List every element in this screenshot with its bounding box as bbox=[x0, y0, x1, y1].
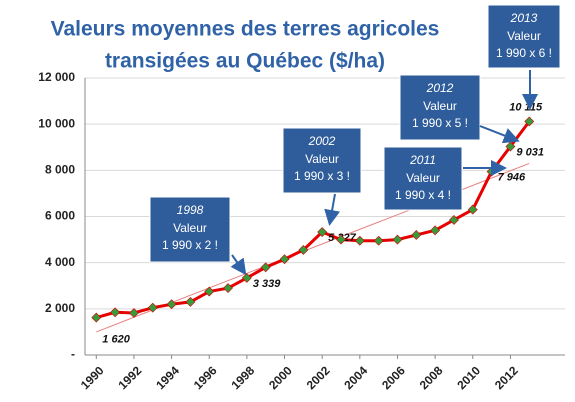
chart-title: transigées au Québec ($/ha) bbox=[105, 50, 385, 73]
y-tick-label: 10 000 bbox=[38, 116, 75, 130]
x-tick-label: 2000 bbox=[266, 363, 295, 392]
annotation-text: Valeur bbox=[507, 29, 541, 43]
marker bbox=[185, 296, 196, 307]
marker bbox=[449, 215, 459, 225]
marker bbox=[373, 235, 384, 246]
x-tick-label: 2004 bbox=[341, 363, 370, 392]
marker bbox=[204, 286, 215, 297]
marker bbox=[354, 235, 365, 246]
y-tick-label: 2 000 bbox=[45, 301, 75, 315]
marker bbox=[467, 204, 478, 215]
marker bbox=[129, 308, 139, 318]
annotation-box bbox=[487, 4, 561, 69]
x-tick-label: 2012 bbox=[492, 363, 521, 392]
y-tick-label: - bbox=[71, 347, 75, 361]
annotation-year: 2002 bbox=[308, 134, 336, 148]
annotation-year: 2013 bbox=[510, 11, 538, 25]
data-label: 3 339 bbox=[253, 278, 281, 290]
marker bbox=[411, 230, 422, 240]
data-label: 7 946 bbox=[498, 171, 526, 183]
annotation-text: 1 990 x 3 ! bbox=[294, 169, 350, 183]
marker bbox=[147, 302, 158, 313]
marker bbox=[317, 227, 328, 237]
annotation-text: 1 990 x 6 ! bbox=[496, 46, 552, 60]
annotation-arrow bbox=[479, 125, 520, 144]
marker bbox=[298, 245, 309, 255]
y-tick-label: 4 000 bbox=[45, 255, 75, 269]
annotation-arrow bbox=[324, 193, 340, 226]
data-label: 9 031 bbox=[516, 146, 544, 158]
x-tick-label: 1998 bbox=[228, 363, 257, 392]
annotation-year: 1998 bbox=[177, 203, 204, 217]
annotation-box bbox=[149, 196, 231, 263]
y-tick-label: 8 000 bbox=[45, 163, 75, 177]
annotation-year: 2011 bbox=[409, 153, 436, 167]
marker bbox=[166, 299, 177, 310]
data-label: 1 620 bbox=[102, 334, 130, 346]
chart-title: Valeurs moyennes des terres agricoles bbox=[51, 18, 440, 41]
annotation-text: Valeur bbox=[423, 99, 457, 113]
x-tick-label: 1990 bbox=[78, 363, 107, 392]
marker bbox=[430, 225, 441, 236]
y-tick-label: 6 000 bbox=[45, 209, 75, 223]
x-tick-label: 1992 bbox=[116, 363, 145, 392]
marker bbox=[223, 283, 233, 293]
annotation-text: 1 990 x 2 ! bbox=[162, 238, 218, 252]
marker bbox=[110, 307, 121, 318]
data-label: 10 115 bbox=[509, 101, 543, 113]
annotation-text: 1 990 x 4 ! bbox=[395, 188, 451, 202]
x-tick-label: 2008 bbox=[417, 363, 446, 392]
annotation-text: Valeur bbox=[173, 221, 207, 235]
x-tick-label: 1994 bbox=[153, 363, 182, 392]
annotation-text: 1 990 x 5 ! bbox=[412, 116, 468, 130]
annotation-year: 2012 bbox=[426, 81, 454, 95]
annotation-text: Valeur bbox=[406, 171, 440, 185]
marker bbox=[260, 262, 271, 273]
marker bbox=[524, 116, 535, 127]
x-tick-label: 2010 bbox=[454, 363, 483, 392]
marker bbox=[505, 141, 516, 152]
marker bbox=[241, 273, 252, 283]
annotation-box bbox=[399, 74, 481, 141]
x-tick-label: 1996 bbox=[191, 363, 220, 392]
annotation-box bbox=[282, 127, 362, 194]
annotation-arrow bbox=[230, 254, 247, 276]
annotation-box bbox=[383, 146, 463, 211]
y-tick-label: 12 000 bbox=[38, 70, 75, 84]
marker bbox=[91, 312, 102, 323]
marker bbox=[336, 234, 346, 245]
x-tick-label: 2002 bbox=[304, 363, 333, 392]
annotation-text: Valeur bbox=[305, 152, 339, 166]
marker bbox=[392, 234, 403, 245]
marker bbox=[279, 254, 290, 265]
x-tick-label: 2006 bbox=[379, 363, 408, 392]
